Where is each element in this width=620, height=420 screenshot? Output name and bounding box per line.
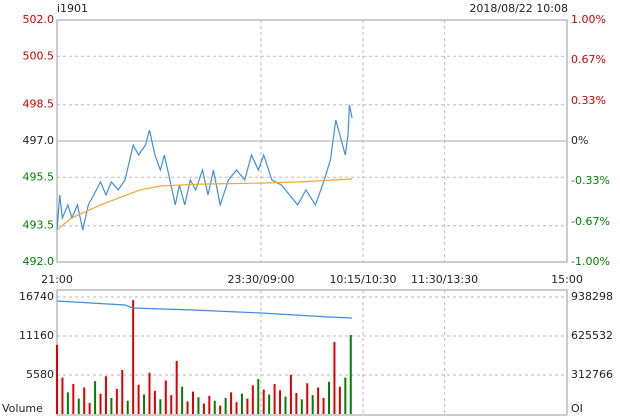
volume-bar xyxy=(208,395,211,414)
volume-bar xyxy=(192,391,194,414)
y2-tick-label: 0% xyxy=(571,134,588,147)
y-tick-label: 493.5 xyxy=(23,219,55,232)
y-tick-label: 502.0 xyxy=(23,13,55,26)
volume-bar xyxy=(148,372,151,414)
volume-bar xyxy=(143,394,146,414)
y-tick-label: 500.5 xyxy=(23,49,55,62)
volume-bar xyxy=(230,392,233,414)
volume-bar xyxy=(175,360,178,414)
volume-bar xyxy=(104,376,107,414)
volume-bar xyxy=(153,390,156,414)
volume-bar xyxy=(257,379,260,414)
y-tick-label: 11160 xyxy=(19,329,54,342)
volume-bar xyxy=(99,393,102,414)
line xyxy=(56,104,353,231)
volume-bar xyxy=(219,405,222,414)
y-tick-label: 492.0 xyxy=(23,255,55,268)
y-tick-label: 495.5 xyxy=(23,170,55,183)
timestamp: 2018/08/22 10:08 xyxy=(469,2,568,15)
x-tick-label: 15:00 xyxy=(551,273,583,286)
y-tick-label: 5580 xyxy=(26,368,54,381)
volume-bar xyxy=(66,392,69,414)
volume-bar xyxy=(181,386,184,414)
volume-bar xyxy=(333,342,336,414)
volume-bar xyxy=(289,374,292,414)
volume-bar xyxy=(56,344,58,414)
chart-title: i1901 xyxy=(57,2,88,15)
volume-bar xyxy=(83,387,86,414)
volume-bar xyxy=(295,393,298,414)
y-tick-label: 498.5 xyxy=(23,98,55,111)
volume-bar xyxy=(273,383,276,414)
volume-bar xyxy=(115,388,118,414)
volume-bar xyxy=(88,402,91,414)
y2-tick-label: 938298 xyxy=(571,290,613,303)
line xyxy=(56,178,353,231)
volume-bar xyxy=(213,400,216,414)
volume-bar xyxy=(159,399,162,414)
volume-bar xyxy=(137,384,140,414)
x-tick-label: 21:00 xyxy=(41,273,73,286)
y-tick-label: 16740 xyxy=(19,290,54,303)
y2-tick-label: 312766 xyxy=(571,368,613,381)
y2-tick-label: -0.67% xyxy=(571,215,610,228)
x-tick-label: 23:30/09:00 xyxy=(227,273,294,286)
volume-bar xyxy=(311,395,314,414)
volume-label: Volume xyxy=(2,402,43,415)
volume-bar xyxy=(246,398,249,414)
volume-bar xyxy=(132,300,135,414)
volume-bar xyxy=(121,369,124,414)
y2-tick-label: 0.33% xyxy=(571,94,606,107)
volume-bar xyxy=(317,387,320,414)
volume-bar xyxy=(94,381,97,414)
oi-label: OI xyxy=(571,402,583,415)
volume-bar xyxy=(77,398,80,414)
volume-bar xyxy=(268,394,271,414)
volume-bar xyxy=(186,401,189,414)
volume-bar xyxy=(72,383,75,414)
volume-bar xyxy=(300,399,303,414)
volume-bar xyxy=(349,335,352,414)
y2-tick-label: -1.00% xyxy=(571,255,610,268)
volume-bar xyxy=(251,385,254,414)
volume-bar xyxy=(262,389,265,414)
line xyxy=(56,300,353,319)
volume-bar xyxy=(328,381,330,414)
volume-bar xyxy=(224,397,227,414)
volume-bar xyxy=(338,386,341,414)
volume-bar xyxy=(202,403,205,414)
x-tick-label: 11:30/13:30 xyxy=(411,273,478,286)
volume-bar xyxy=(110,397,113,414)
volume-bar xyxy=(240,393,243,414)
y2-tick-label: 0.67% xyxy=(571,53,606,66)
volume-bar xyxy=(235,402,238,414)
volume-bar xyxy=(322,397,325,414)
y2-tick-label: -0.33% xyxy=(571,174,610,187)
volume-bar xyxy=(197,397,200,414)
y-tick-label: 497.0 xyxy=(23,134,55,147)
volume-bar xyxy=(164,380,167,414)
volume-bar xyxy=(126,400,129,414)
volume-bar xyxy=(170,395,173,414)
volume-bar xyxy=(306,383,309,414)
volume-bar xyxy=(284,396,287,414)
volume-bar xyxy=(344,377,347,414)
volume-bar xyxy=(279,390,282,414)
y2-tick-label: 1.00% xyxy=(571,13,606,26)
x-tick-label: 10:15/10:30 xyxy=(329,273,396,286)
volume-bar xyxy=(61,377,64,414)
y2-tick-label: 625532 xyxy=(571,329,613,342)
